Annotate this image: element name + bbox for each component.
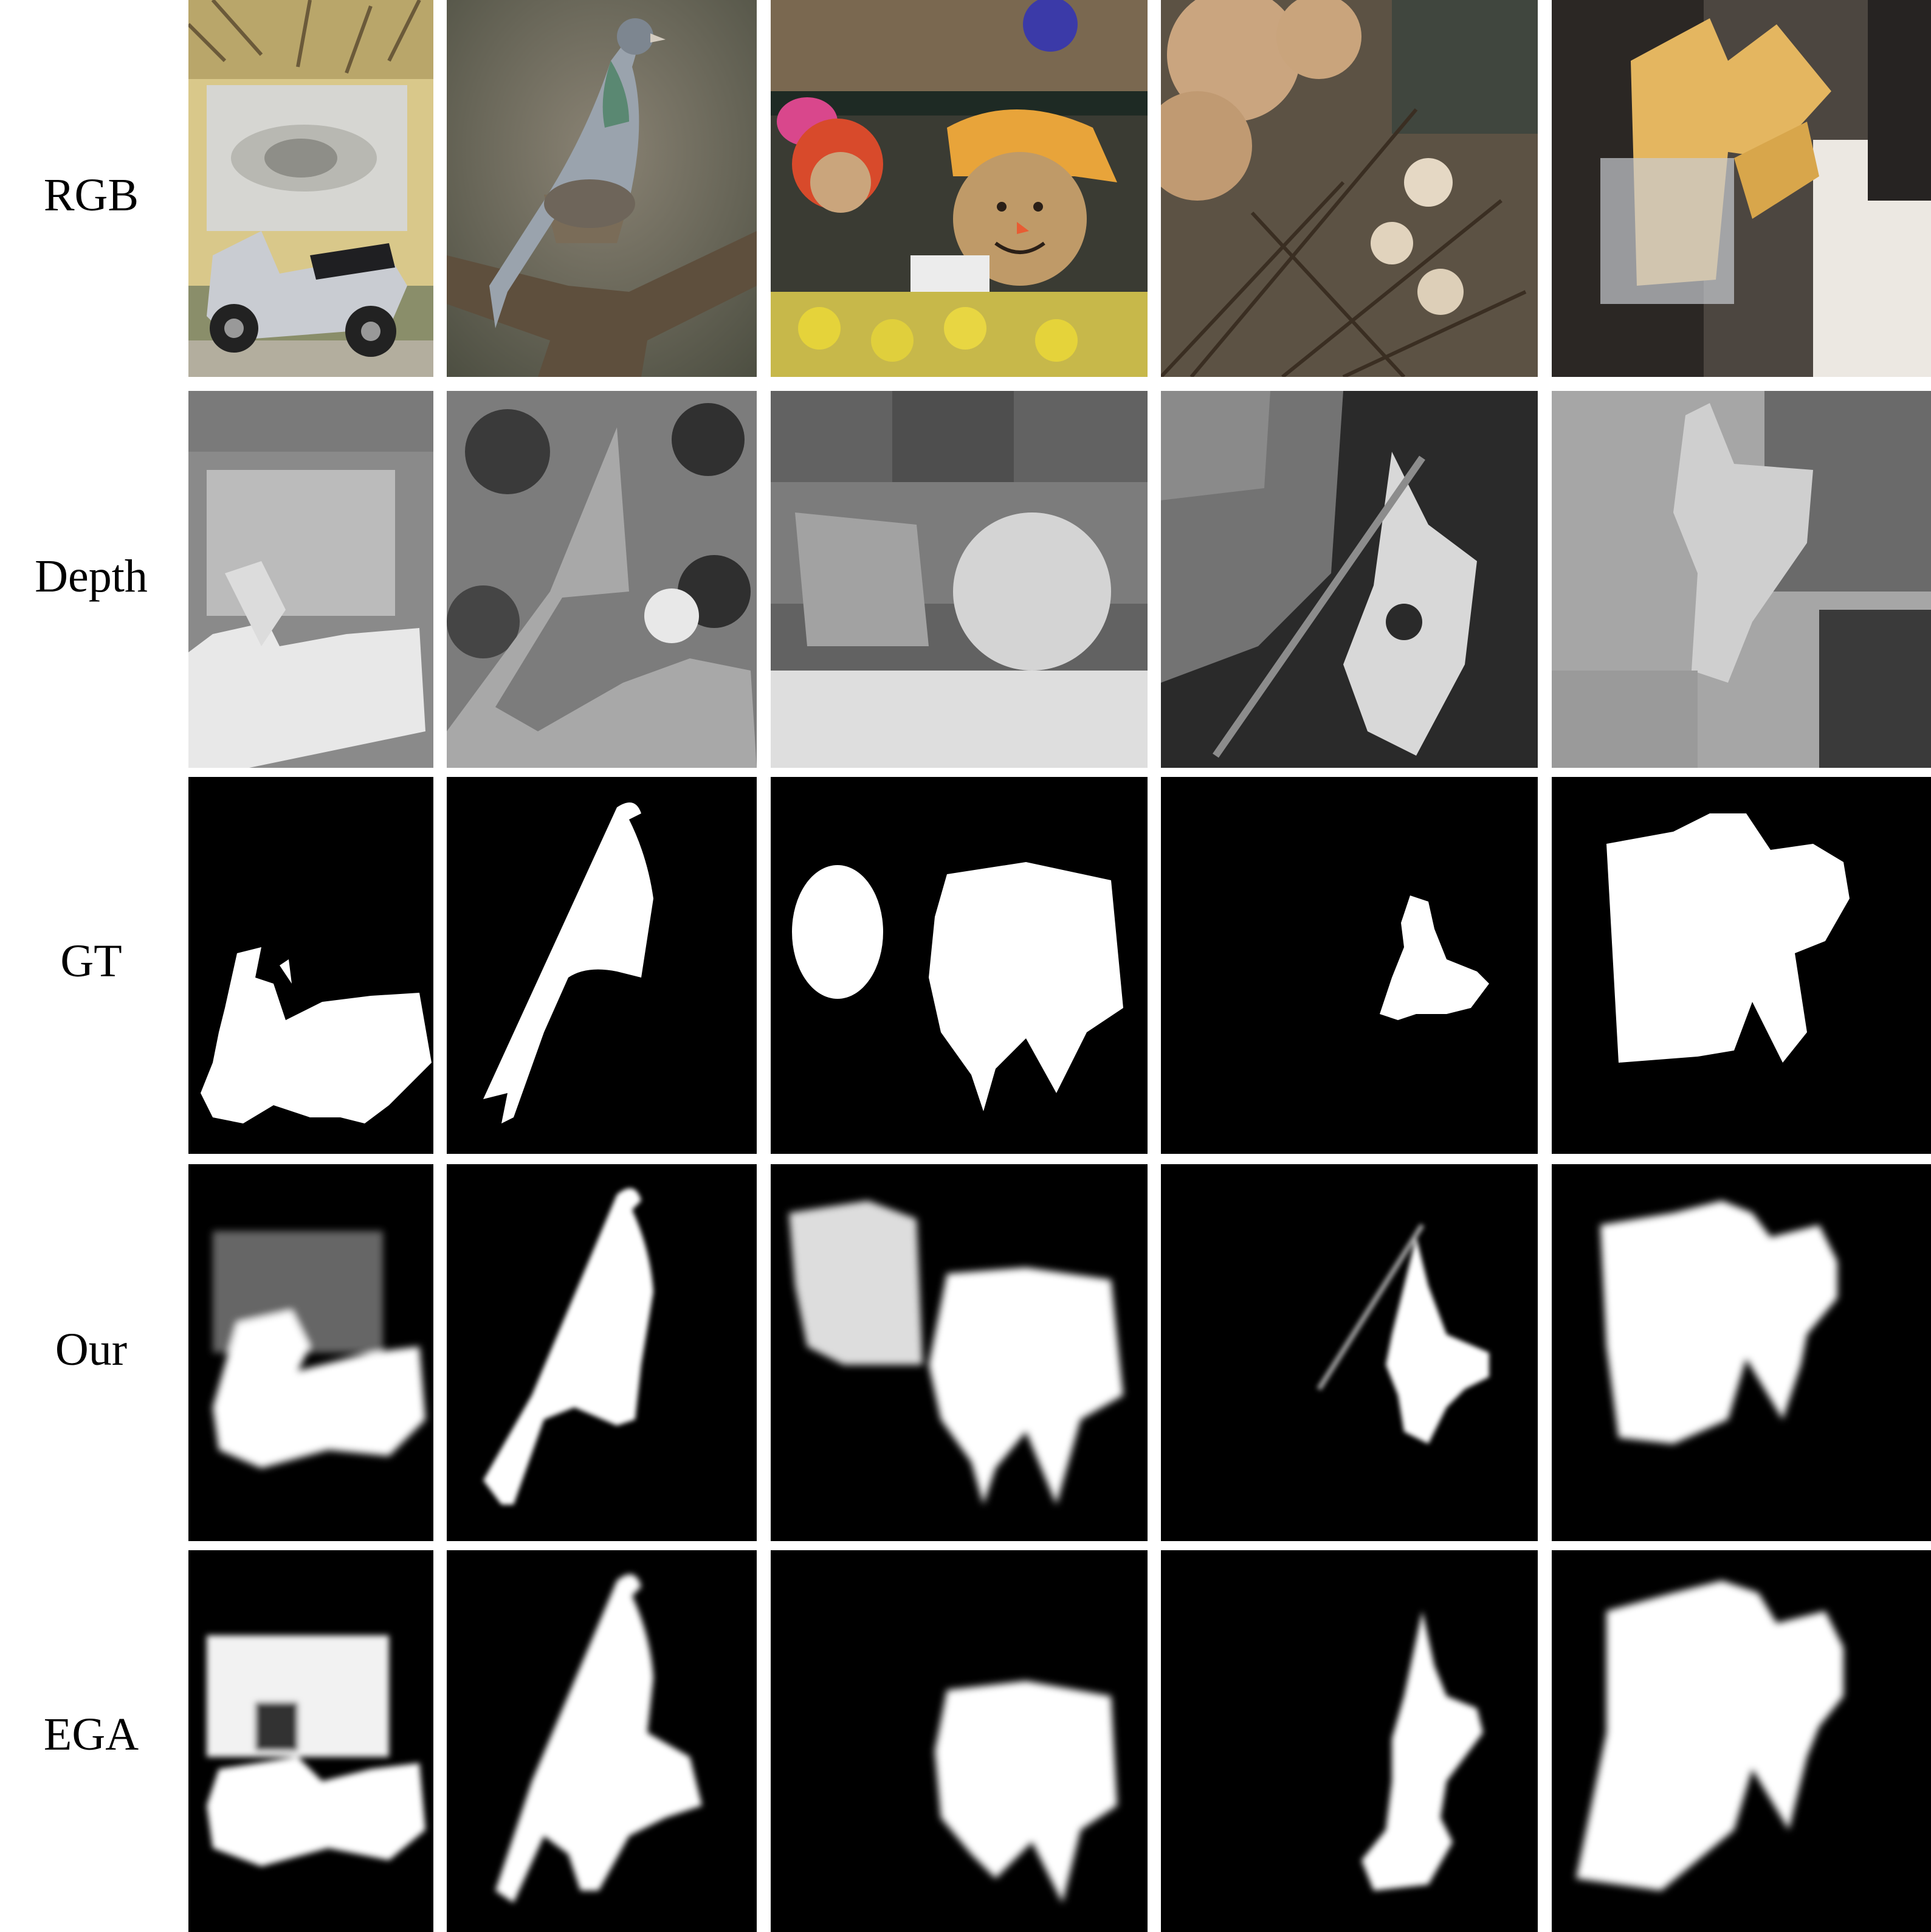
ega-prediction-scarecrow bbox=[771, 1550, 1148, 1932]
row-label-rgb: RGB bbox=[43, 170, 139, 221]
rgb-image-hydrangea bbox=[1161, 0, 1538, 377]
rgb-image-scooter bbox=[188, 0, 433, 377]
row-label-our: Our bbox=[55, 1324, 128, 1375]
depth-map-pamphlets bbox=[1552, 391, 1931, 768]
our-prediction-pamphlets bbox=[1552, 1164, 1931, 1541]
depth-map-scarecrow bbox=[771, 391, 1148, 768]
row-label-gt: GT bbox=[60, 936, 122, 987]
gt-mask-pigeon bbox=[447, 777, 757, 1154]
gt-mask-pamphlets bbox=[1552, 777, 1931, 1154]
gt-mask-hydrangea bbox=[1161, 777, 1538, 1154]
depth-map-scooter bbox=[188, 391, 433, 768]
depth-map-pigeon bbox=[447, 391, 757, 768]
our-prediction-scarecrow bbox=[771, 1164, 1148, 1541]
gt-mask-scarecrow bbox=[771, 777, 1148, 1154]
rgb-image-scarecrow bbox=[771, 0, 1148, 377]
ega-prediction-pigeon bbox=[447, 1550, 757, 1932]
our-prediction-hydrangea bbox=[1161, 1164, 1538, 1541]
rgb-image-pamphlets bbox=[1552, 0, 1931, 377]
rgb-image-pigeon bbox=[447, 0, 757, 377]
row-label-depth: Depth bbox=[35, 551, 148, 602]
gt-mask-scooter bbox=[188, 777, 433, 1154]
our-prediction-scooter bbox=[188, 1164, 433, 1541]
depth-map-hydrangea bbox=[1161, 391, 1538, 768]
ega-prediction-pamphlets bbox=[1552, 1550, 1931, 1932]
our-prediction-pigeon bbox=[447, 1164, 757, 1541]
row-label-ega: EGA bbox=[43, 1709, 139, 1760]
ega-prediction-hydrangea bbox=[1161, 1550, 1538, 1932]
ega-prediction-scooter bbox=[188, 1550, 433, 1932]
